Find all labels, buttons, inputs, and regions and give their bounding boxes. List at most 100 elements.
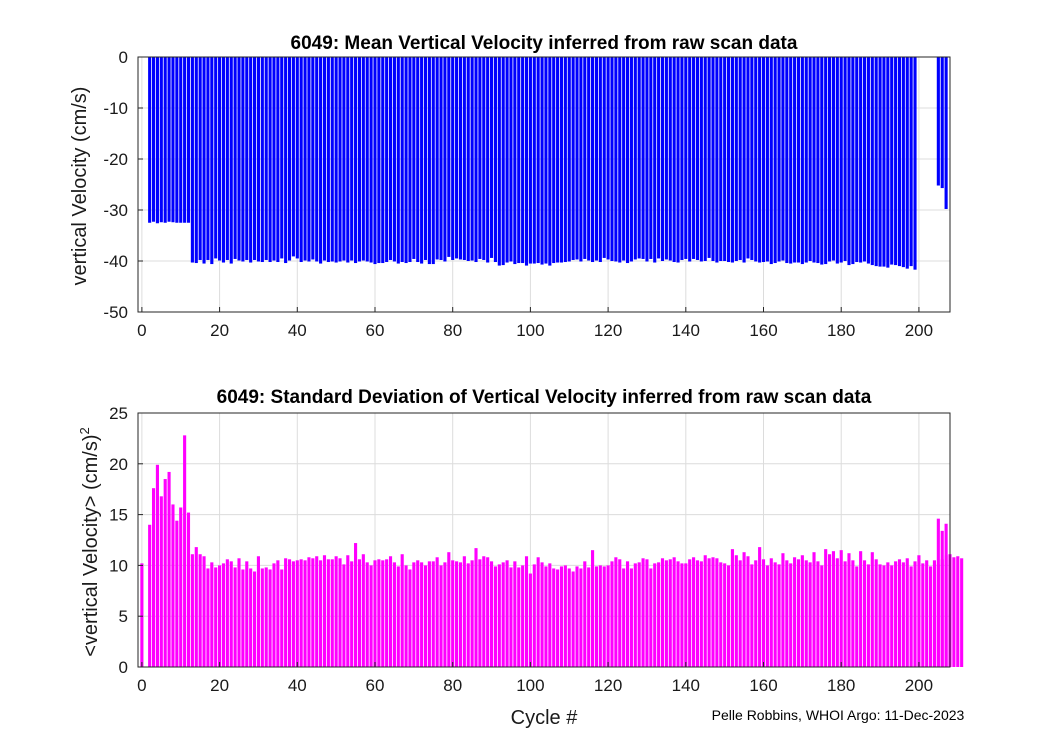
- y-axis-label-std-velocity: <vertical Velocity> (cm/s)2: [77, 427, 102, 657]
- bar: [769, 558, 773, 667]
- bar: [416, 57, 420, 263]
- bar: [913, 57, 917, 270]
- bar: [703, 57, 707, 261]
- plot-frame: [137, 56, 951, 313]
- bar: [870, 57, 874, 266]
- bar: [206, 568, 210, 667]
- bar: [264, 57, 268, 260]
- bar: [618, 559, 622, 667]
- bar: [781, 57, 785, 261]
- bar: [625, 561, 630, 667]
- bar: [940, 57, 944, 189]
- bar: [334, 556, 338, 667]
- bar: [381, 57, 385, 264]
- bar: [843, 57, 847, 261]
- x-tick-label: 120: [594, 321, 622, 340]
- bar: [944, 57, 948, 209]
- x-tick-label: 160: [749, 676, 777, 695]
- bar: [839, 57, 843, 263]
- x-tick-label: 100: [516, 321, 544, 340]
- bar: [214, 57, 218, 259]
- bar: [385, 57, 389, 263]
- bar: [750, 57, 754, 260]
- bar: [237, 558, 241, 667]
- bar: [544, 566, 548, 667]
- y-tick-label: 15: [109, 506, 128, 525]
- bar: [672, 57, 676, 263]
- bar: [606, 57, 610, 260]
- axis-ticks: 0 20 40 60 80 100 120 140 160 180 200 -50 -40 -30 -20 -…: [103, 48, 933, 340]
- bar: [202, 57, 206, 264]
- bar: [610, 57, 614, 261]
- bar: [746, 57, 750, 259]
- bar: [668, 57, 672, 261]
- bar: [513, 57, 517, 265]
- bar: [672, 557, 676, 667]
- bar: [878, 564, 882, 667]
- bar: [754, 560, 758, 667]
- bar: [183, 57, 187, 223]
- bar: [625, 57, 630, 264]
- mean-velocity-panel: 6049: Mean Vertical Velocity inferred fr…: [69, 33, 951, 340]
- bar: [828, 57, 832, 262]
- bar: [489, 57, 494, 258]
- bar: [660, 558, 665, 667]
- bar: [509, 57, 513, 262]
- bar: [396, 57, 400, 264]
- bar: [556, 569, 560, 667]
- bar: [730, 57, 734, 263]
- bar: [315, 57, 319, 262]
- bar: [295, 57, 299, 259]
- bar: [284, 57, 288, 264]
- bar: [548, 57, 552, 266]
- bar: [497, 564, 501, 667]
- bar: [929, 566, 933, 667]
- bar: [357, 559, 362, 667]
- bar: [804, 57, 808, 263]
- bar: [517, 57, 521, 264]
- bar: [435, 57, 439, 260]
- bar: [587, 57, 591, 261]
- bar: [633, 563, 637, 667]
- bar: [532, 57, 536, 264]
- bar: [159, 496, 163, 667]
- x-tick-label: 200: [905, 676, 933, 695]
- bar: [680, 563, 684, 667]
- bar: [486, 557, 490, 667]
- bar: [824, 549, 828, 667]
- bar: [423, 565, 428, 667]
- bar: [742, 552, 746, 667]
- bar: [346, 555, 350, 667]
- bar: [225, 559, 229, 667]
- bar: [816, 57, 820, 264]
- bar: [221, 57, 226, 263]
- x-tick-label: 180: [827, 676, 855, 695]
- bar: [354, 57, 358, 264]
- bar: [245, 57, 249, 260]
- y-tick-label: 20: [109, 455, 128, 474]
- bar: [447, 552, 451, 667]
- bar: [559, 57, 564, 263]
- plot-frame: [137, 412, 951, 668]
- x-tick-label: 0: [137, 676, 146, 695]
- bar: [365, 562, 369, 667]
- bar: [155, 57, 159, 224]
- bar: [412, 562, 416, 667]
- bar: [715, 57, 719, 263]
- bar: [221, 563, 226, 667]
- y-tick-label: -30: [103, 201, 128, 220]
- bar: [699, 561, 703, 667]
- bar: [886, 562, 890, 667]
- bar: [559, 566, 564, 667]
- bar: [855, 57, 859, 263]
- bar: [882, 57, 886, 267]
- bar: [594, 57, 599, 261]
- bar: [563, 565, 567, 667]
- y-tick-label: -40: [103, 252, 128, 271]
- bar: [151, 57, 156, 222]
- bar: [629, 568, 633, 667]
- bar: [777, 564, 781, 667]
- bar: [521, 57, 525, 264]
- bar: [894, 57, 898, 266]
- bar: [489, 561, 494, 667]
